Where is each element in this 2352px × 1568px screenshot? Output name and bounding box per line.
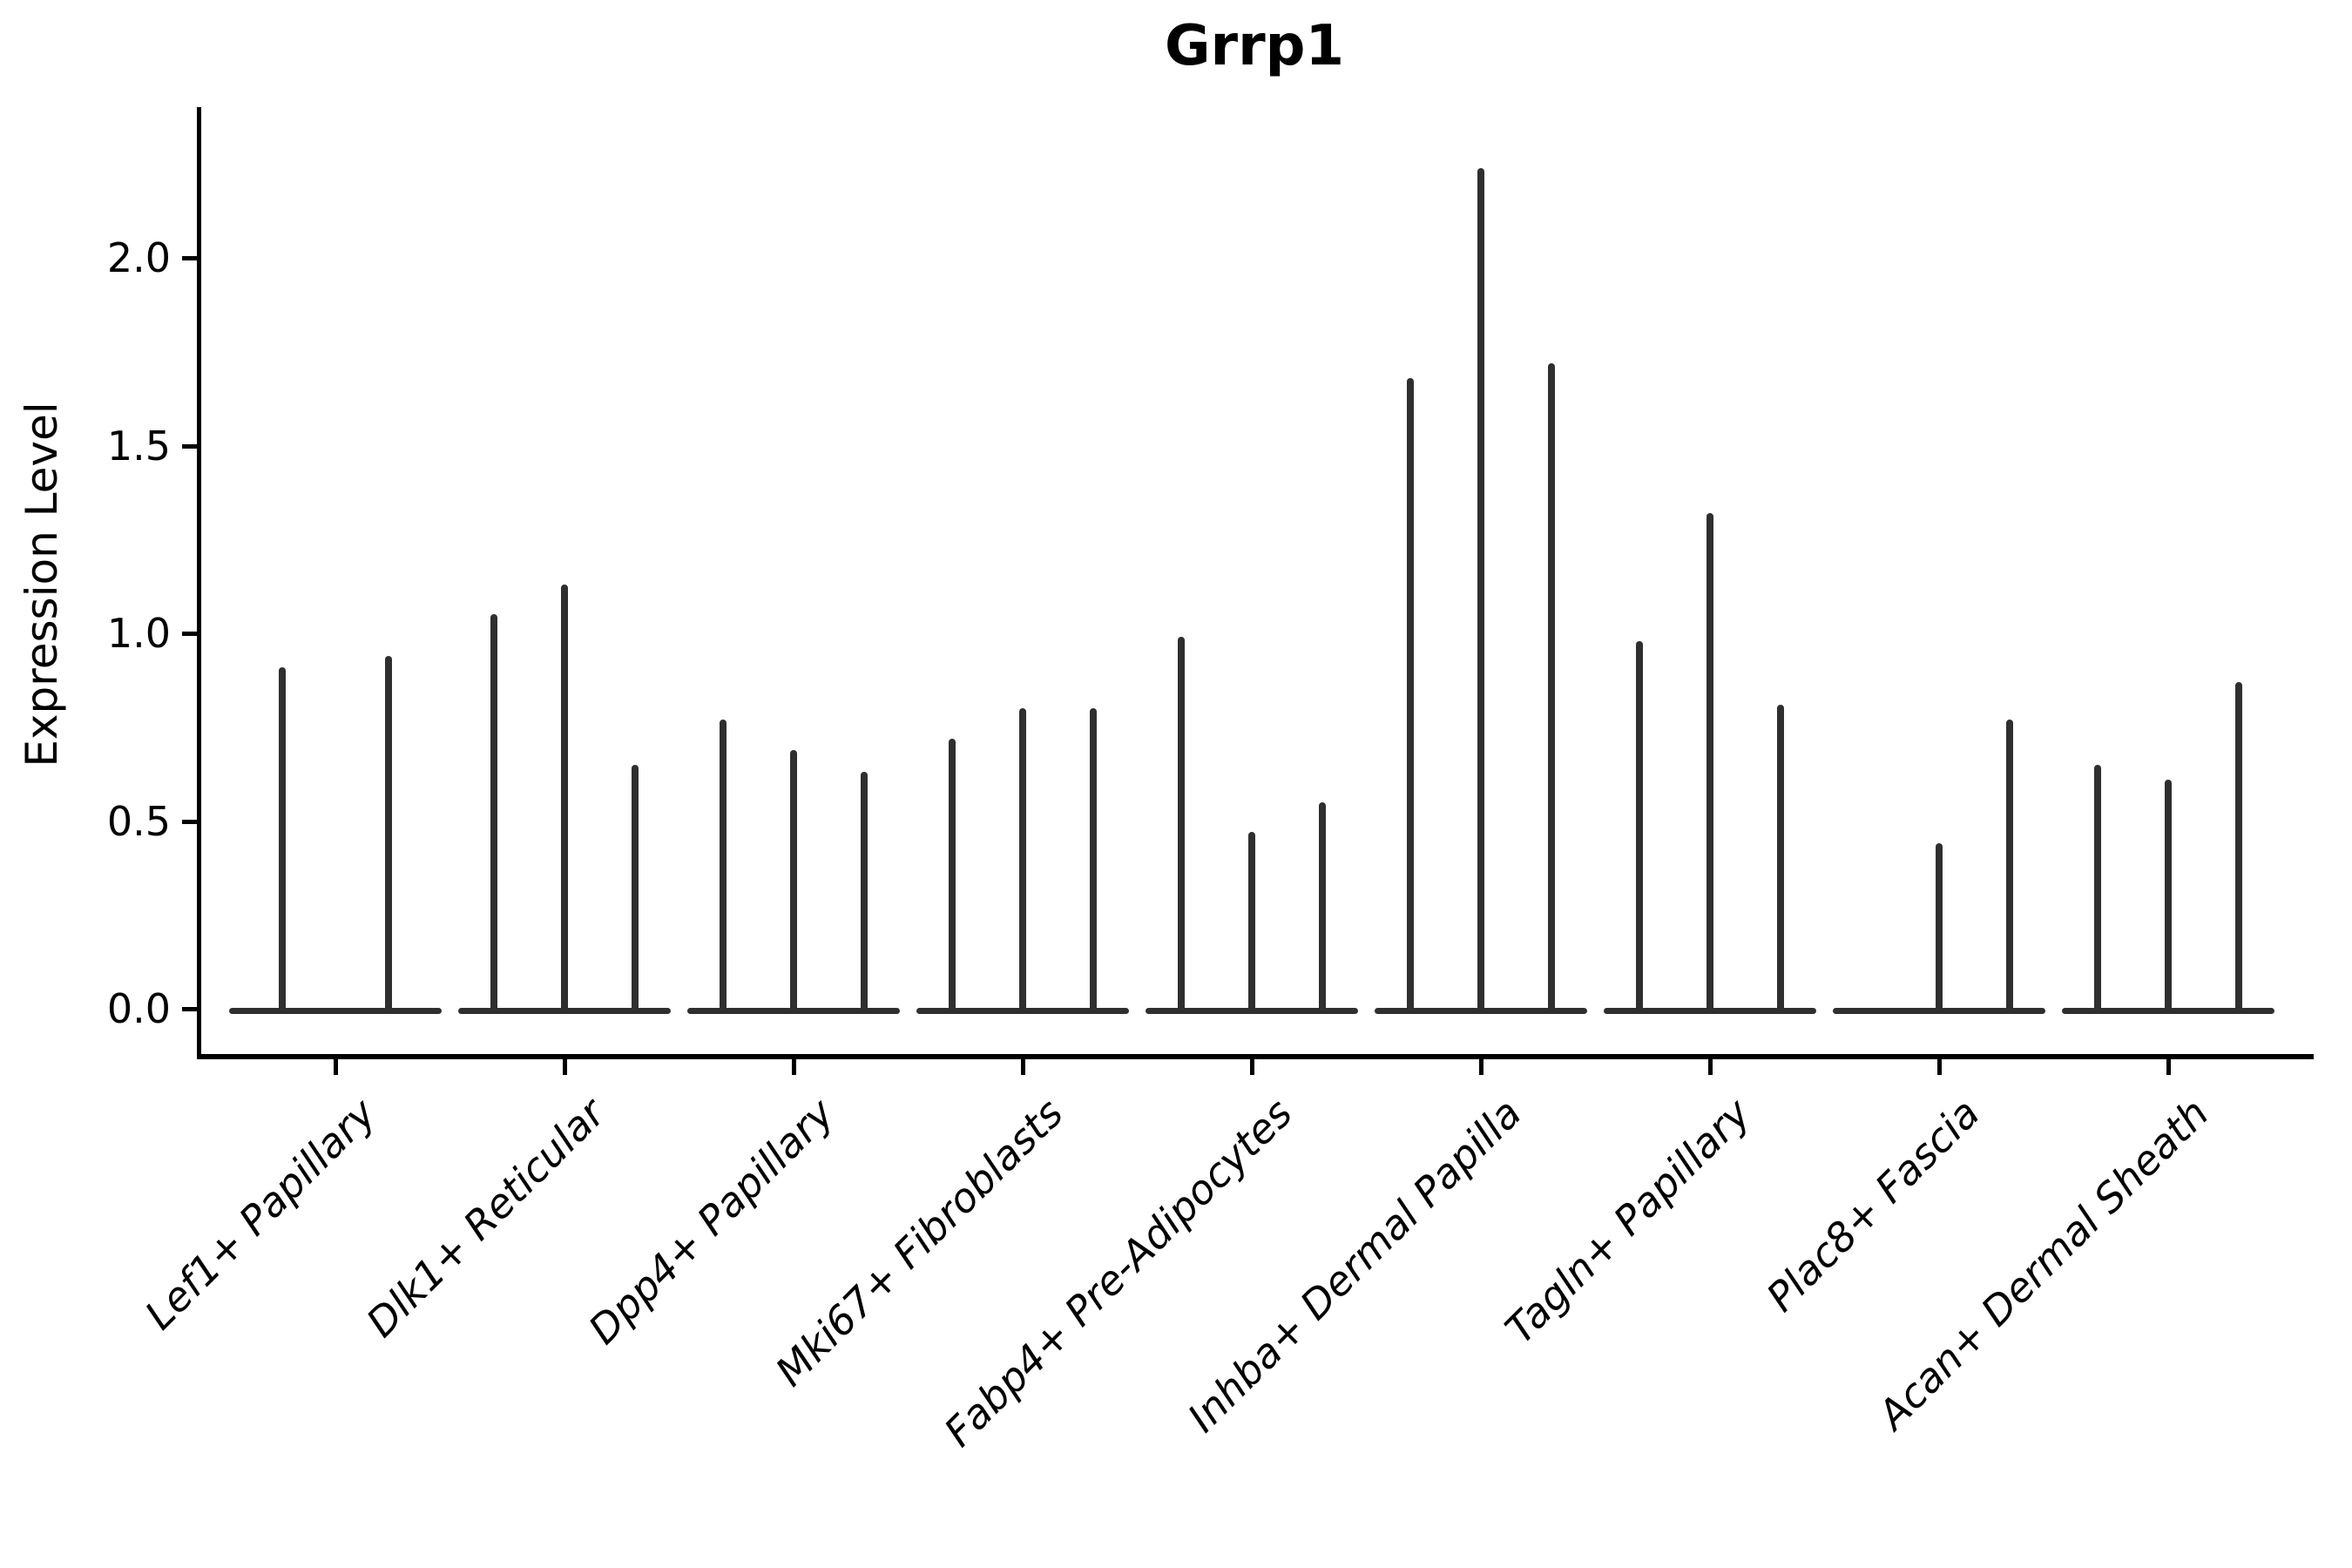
- violin-spike: [279, 666, 286, 1012]
- violin-spike: [1248, 832, 1255, 1012]
- violin-spike: [2235, 682, 2243, 1012]
- violin-spike: [2093, 764, 2101, 1012]
- x-tick: [2166, 1059, 2171, 1075]
- y-tick-label: 1.0: [106, 610, 171, 657]
- violin-spike: [632, 764, 639, 1012]
- violin-spike: [2165, 780, 2172, 1012]
- violin-spike: [1319, 801, 1327, 1012]
- violin-spike: [1707, 513, 1713, 1012]
- x-category-label: Acan+ Dermal Sheath: [1869, 1089, 2218, 1439]
- violin-spike: [2006, 720, 2014, 1012]
- violin-spike: [1548, 362, 1556, 1012]
- x-tick: [1937, 1059, 1942, 1075]
- violin-baseline: [229, 1008, 442, 1014]
- x-tick: [563, 1059, 567, 1075]
- x-axis-spine: [197, 1054, 2314, 1059]
- violin-spike: [790, 749, 797, 1012]
- violin-spike: [861, 772, 868, 1012]
- y-axis-label: Expression Level: [17, 402, 67, 767]
- violin-spike: [1177, 637, 1185, 1012]
- x-tick: [1479, 1059, 1484, 1075]
- violin-spike: [1635, 640, 1643, 1012]
- violin-spike: [1019, 708, 1026, 1012]
- y-tick: [182, 632, 198, 636]
- y-tick: [182, 819, 198, 824]
- violin-spike: [1406, 377, 1414, 1012]
- x-tick: [334, 1059, 338, 1075]
- violin-spike: [561, 584, 568, 1012]
- violin-spike: [385, 655, 392, 1012]
- x-tick: [1021, 1059, 1025, 1075]
- y-tick: [182, 443, 198, 449]
- violin-spike: [1090, 708, 1098, 1012]
- violin-spike: [948, 738, 956, 1012]
- x-category-label: Plac8+ Fascia: [1757, 1089, 1989, 1321]
- y-tick: [182, 256, 198, 260]
- y-tick: [182, 1007, 198, 1011]
- x-category-label: Dpp4+ Papillary: [579, 1089, 843, 1354]
- y-tick-label: 0.0: [106, 985, 171, 1032]
- chart-title: Grrp1: [1165, 14, 1344, 78]
- violin-spike: [1777, 704, 1785, 1012]
- x-category-label: Mki67+ Fibroblasts: [766, 1089, 1072, 1396]
- violin-spike: [490, 614, 497, 1012]
- x-category-label: Inhba+ Dermal Papilla: [1178, 1089, 1531, 1442]
- x-tick: [1708, 1059, 1713, 1075]
- y-tick-label: 2.0: [106, 234, 171, 281]
- y-tick-label: 1.5: [106, 422, 171, 470]
- violin-spike: [1477, 167, 1484, 1012]
- x-tick: [792, 1059, 796, 1075]
- x-category-label: Fabp4+ Pre-Adipocytes: [935, 1089, 1301, 1456]
- y-axis-spine: [197, 107, 201, 1058]
- x-tick: [1250, 1059, 1254, 1075]
- x-category-label: Tagln+ Papillary: [1496, 1089, 1760, 1353]
- x-category-label: Dlk1+ Reticular: [357, 1089, 614, 1347]
- y-tick-label: 0.5: [106, 797, 171, 845]
- violin-spike: [1936, 843, 1943, 1012]
- violin-spike: [719, 720, 727, 1012]
